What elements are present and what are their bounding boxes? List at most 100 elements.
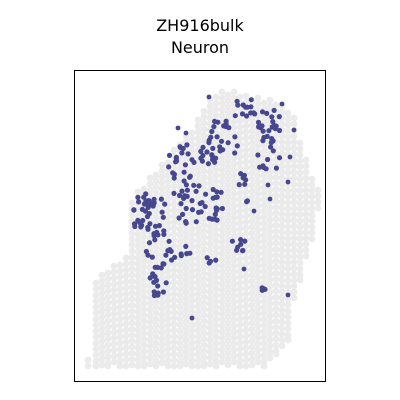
tissue-spot bbox=[242, 362, 250, 370]
tissue-spot bbox=[290, 150, 298, 158]
neuron-spot bbox=[241, 266, 247, 272]
tissue-spot bbox=[290, 198, 298, 206]
tissue-spot bbox=[230, 346, 238, 354]
tissue-spot bbox=[146, 360, 154, 368]
tissue-spot bbox=[254, 346, 262, 354]
tissue-spot bbox=[254, 142, 262, 150]
tissue-spot bbox=[158, 191, 166, 199]
tissue-spot bbox=[254, 214, 262, 222]
tissue-spot bbox=[248, 247, 256, 255]
neuron-spot bbox=[140, 217, 146, 224]
tissue-spot bbox=[182, 294, 190, 302]
tissue-spot bbox=[248, 187, 256, 195]
tissue-spot bbox=[248, 319, 256, 327]
neuron-spot bbox=[200, 152, 206, 159]
tissue-spot bbox=[158, 299, 166, 307]
tissue-spot bbox=[212, 267, 220, 275]
tissue-spot bbox=[140, 362, 148, 370]
neuron-spot bbox=[160, 214, 166, 220]
tissue-spot bbox=[236, 315, 244, 323]
tissue-spot bbox=[236, 351, 244, 359]
neuron-spot bbox=[156, 223, 162, 229]
tissue-spot bbox=[134, 206, 142, 214]
tissue-spot bbox=[194, 224, 202, 232]
tissue-spot bbox=[164, 345, 172, 353]
tissue-spot bbox=[170, 338, 178, 346]
tissue-spot bbox=[224, 253, 232, 261]
tissue-spot bbox=[248, 127, 256, 135]
tissue-spot bbox=[158, 185, 166, 193]
tissue-spot bbox=[122, 338, 130, 346]
neuron-spot bbox=[265, 156, 271, 163]
tissue-spot bbox=[224, 145, 232, 153]
neuron-spot bbox=[271, 107, 277, 113]
neuron-spot bbox=[211, 124, 217, 130]
tissue-spot bbox=[212, 297, 220, 305]
tissue-spot bbox=[170, 266, 178, 274]
neuron-spot bbox=[184, 251, 190, 257]
tissue-spot bbox=[194, 164, 202, 172]
tissue-spot bbox=[158, 179, 166, 187]
tissue-spot bbox=[218, 250, 226, 258]
tissue-spot bbox=[224, 307, 232, 315]
tissue-spot bbox=[302, 198, 310, 206]
tissue-spot bbox=[140, 233, 148, 241]
tissue-spot bbox=[152, 183, 160, 191]
tissue-spot bbox=[200, 293, 208, 301]
tissue-spot bbox=[140, 275, 148, 283]
tissue-spot bbox=[308, 217, 316, 225]
tissue-spot bbox=[188, 357, 196, 365]
tissue-spot bbox=[242, 158, 250, 166]
neuron-spot bbox=[210, 145, 216, 151]
tissue-spot bbox=[254, 322, 262, 330]
tissue-spot bbox=[128, 211, 136, 219]
tissue-spot bbox=[218, 232, 226, 240]
tissue-spot bbox=[188, 243, 196, 251]
tissue-spot bbox=[230, 298, 238, 306]
neuron-spot bbox=[209, 128, 215, 135]
tissue-spot bbox=[104, 329, 112, 337]
neuron-spot bbox=[268, 139, 274, 146]
tissue-spot bbox=[116, 291, 124, 299]
tissue-spot bbox=[278, 258, 286, 266]
neuron-spot bbox=[189, 315, 195, 321]
tissue-spot bbox=[254, 178, 262, 186]
tissue-spot bbox=[152, 357, 160, 365]
tissue-spot bbox=[188, 219, 196, 227]
tissue-spot bbox=[212, 345, 220, 353]
tissue-spot bbox=[266, 246, 274, 254]
tissue-spot bbox=[278, 204, 286, 212]
tissue-spot bbox=[182, 336, 190, 344]
tissue-spot bbox=[218, 268, 226, 276]
tissue-spot bbox=[170, 224, 178, 232]
neuron-spot bbox=[139, 222, 145, 228]
tissue-spot bbox=[152, 362, 160, 370]
tissue-spot bbox=[218, 214, 226, 222]
tissue-spot bbox=[290, 252, 298, 260]
tissue-spot bbox=[122, 266, 130, 274]
tissue-spot bbox=[290, 156, 298, 164]
tissue-spot bbox=[98, 349, 106, 357]
tissue-spot bbox=[236, 273, 244, 281]
tissue-spot bbox=[188, 273, 196, 281]
tissue-spot bbox=[170, 296, 178, 304]
tissue-spot bbox=[308, 211, 316, 219]
tissue-spot bbox=[188, 285, 196, 293]
tissue-spot bbox=[206, 108, 214, 116]
neuron-spot bbox=[171, 175, 177, 181]
tissue-spot bbox=[110, 286, 118, 294]
tissue-spot bbox=[170, 302, 178, 310]
tissue-spot bbox=[212, 327, 220, 335]
tissue-spot bbox=[122, 254, 130, 262]
neuron-spot bbox=[166, 238, 172, 244]
tissue-spot bbox=[110, 298, 118, 306]
tissue-spot bbox=[236, 123, 244, 131]
neuron-spot bbox=[276, 114, 282, 120]
tissue-spot bbox=[272, 221, 280, 229]
tissue-spot bbox=[158, 353, 166, 361]
tissue-spot bbox=[158, 275, 166, 283]
tissue-spot bbox=[176, 321, 184, 329]
tissue-spot bbox=[230, 262, 238, 270]
neuron-spot bbox=[145, 204, 151, 210]
tissue-spot bbox=[272, 191, 280, 199]
